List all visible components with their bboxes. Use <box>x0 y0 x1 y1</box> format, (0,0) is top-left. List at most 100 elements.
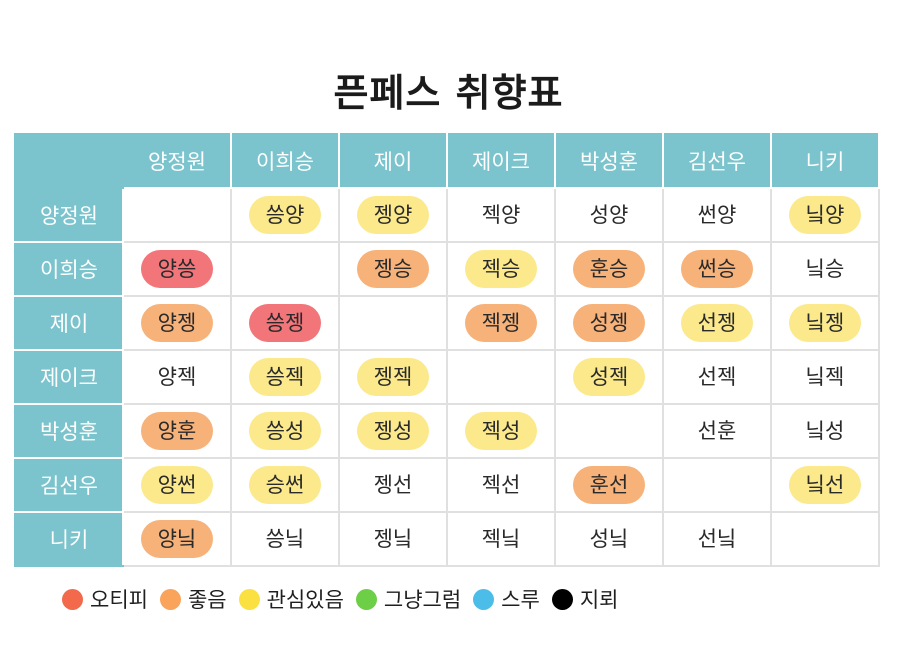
pair-cell: 훈승 <box>554 241 664 297</box>
column-header: 제이 <box>338 133 448 189</box>
legend-dot-icon <box>159 588 181 610</box>
pair-cell: 썬양 <box>662 187 772 243</box>
table-row: 양정원 씅양 젱양 젝양 성양 썬양 닠양 <box>14 187 880 243</box>
legend-label: 지뢰 <box>579 588 619 612</box>
row-header: 니키 <box>14 511 124 567</box>
pair-label: 양젱 <box>141 304 213 342</box>
pair-cell <box>122 187 232 243</box>
pair-label: 양닠 <box>141 520 213 558</box>
pair-label: 성젱 <box>573 304 645 342</box>
legend-dot-icon <box>551 588 573 610</box>
pair-cell: 닠승 <box>770 241 880 297</box>
legend-label: 오티피 <box>90 588 148 612</box>
pair-cell <box>554 403 664 459</box>
pair-label: 씅젝 <box>249 358 321 396</box>
legend-label: 스루 <box>501 588 540 612</box>
pair-cell <box>230 241 340 297</box>
row-header: 양정원 <box>14 187 124 243</box>
pair-label: 젝닠 <box>481 527 521 551</box>
pair-label: 성닠 <box>589 527 629 551</box>
legend-item: 좋음 <box>159 584 227 614</box>
pair-label: 젝선 <box>481 473 521 497</box>
pair-cell: 닠선 <box>770 457 880 513</box>
pair-label: 젝젱 <box>465 304 537 342</box>
legend-item: 오티피 <box>62 584 148 614</box>
legend-dot-icon <box>473 588 495 610</box>
pair-cell: 젝양 <box>446 187 556 243</box>
pair-cell: 젝선 <box>446 457 556 513</box>
pair-label: 닠양 <box>789 196 861 234</box>
pair-label: 성젝 <box>573 358 645 396</box>
pair-cell: 닠젝 <box>770 349 880 405</box>
legend-dot-icon <box>238 588 260 610</box>
table-row: 김선우 양썬 승썬 젱선 젝선 훈선 닠선 <box>14 457 880 513</box>
table-row: 이희승 양씅 젱승 젝승 훈승 썬승 닠승 <box>14 241 880 297</box>
column-header: 박성훈 <box>554 133 664 189</box>
pair-label: 젱젝 <box>357 358 429 396</box>
pair-cell: 양닠 <box>122 511 232 567</box>
pair-cell <box>662 457 772 513</box>
pair-label: 닠승 <box>805 257 845 281</box>
pair-label: 젱닠 <box>373 527 413 551</box>
row-header: 제이 <box>14 295 124 351</box>
row-header: 김선우 <box>14 457 124 513</box>
pair-cell <box>338 295 448 351</box>
pair-cell: 젝성 <box>446 403 556 459</box>
pair-label: 성양 <box>589 203 629 227</box>
pair-label: 훈승 <box>573 250 645 288</box>
legend-item: 지뢰 <box>551 584 619 614</box>
pair-label: 젱양 <box>357 196 429 234</box>
pair-label: 닠성 <box>805 419 845 443</box>
pair-cell: 선젱 <box>662 295 772 351</box>
pair-label: 선젱 <box>681 304 753 342</box>
legend-item: 그냥그럼 <box>355 584 461 614</box>
pair-cell: 젝젱 <box>446 295 556 351</box>
pair-cell: 닠젱 <box>770 295 880 351</box>
pair-label: 승썬 <box>249 466 321 504</box>
pair-cell: 양씅 <box>122 241 232 297</box>
table-row: 니키 양닠 씅닠 젱닠 젝닠 성닠 선닠 <box>14 511 880 567</box>
pair-label: 썬승 <box>681 250 753 288</box>
legend-item: 관심있음 <box>238 584 344 614</box>
legend-label: 관심있음 <box>266 588 344 612</box>
legend-item: 스루 <box>473 584 540 614</box>
pair-label: 씅성 <box>249 412 321 450</box>
preference-table: 양정원 이희승 제이 제이크 박성훈 김선우 니키 양정원 씅양 젱양 젝양 성양 썬양 닠… <box>14 133 880 567</box>
pair-label: 양씅 <box>141 250 213 288</box>
table-row: 제이 양젱 씅젱 젝젱 성젱 선젱 닠젱 <box>14 295 880 351</box>
pair-label: 젱성 <box>357 412 429 450</box>
pair-cell: 닠양 <box>770 187 880 243</box>
row-header: 제이크 <box>14 349 124 405</box>
pair-label: 훈선 <box>573 466 645 504</box>
pair-cell: 양훈 <box>122 403 232 459</box>
page-title: 픈페스 취향표 <box>333 71 564 115</box>
pair-label: 씅닠 <box>265 527 305 551</box>
pair-label: 선닠 <box>697 527 737 551</box>
pair-cell: 훈선 <box>554 457 664 513</box>
pair-cell: 씅젱 <box>230 295 340 351</box>
pair-cell: 젱성 <box>338 403 448 459</box>
pair-label: 양썬 <box>141 466 213 504</box>
pair-cell: 성젱 <box>554 295 664 351</box>
table-row: 제이크 양젝 씅젝 젱젝 성젝 선젝 닠젝 <box>14 349 880 405</box>
pair-label: 젱승 <box>357 250 429 288</box>
table-row: 박성훈 양훈 씅성 젱성 젝성 선훈 닠성 <box>14 403 880 459</box>
pair-cell: 젱선 <box>338 457 448 513</box>
pair-cell: 선젝 <box>662 349 772 405</box>
pair-cell: 젱승 <box>338 241 448 297</box>
pair-cell: 젱닠 <box>338 511 448 567</box>
pair-label: 씅양 <box>249 196 321 234</box>
pair-label: 젝승 <box>465 250 537 288</box>
pair-cell: 씅성 <box>230 403 340 459</box>
pair-cell: 양젝 <box>122 349 232 405</box>
column-header: 이희승 <box>230 133 340 189</box>
legend-dot-icon <box>355 588 377 610</box>
pair-cell: 선닠 <box>662 511 772 567</box>
pair-label: 젱선 <box>373 473 413 497</box>
legend-label: 좋음 <box>187 588 227 612</box>
column-header: 김선우 <box>662 133 772 189</box>
pair-cell: 젝승 <box>446 241 556 297</box>
pair-cell: 닠성 <box>770 403 880 459</box>
pair-label: 양젝 <box>157 365 197 389</box>
pair-cell: 승썬 <box>230 457 340 513</box>
